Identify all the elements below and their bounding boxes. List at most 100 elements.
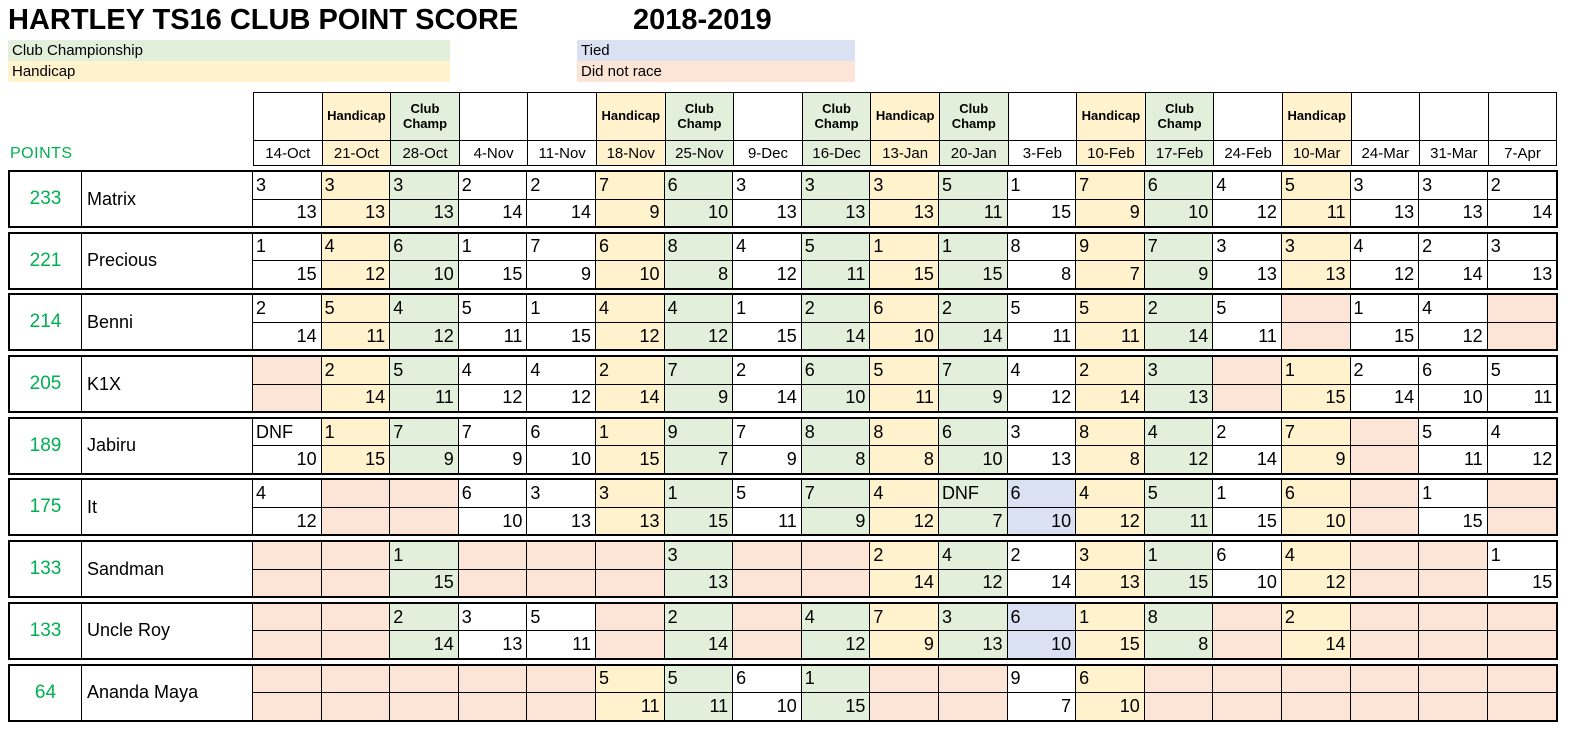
result-cell[interactable]: 1 15 [1419, 480, 1488, 535]
race-type-header[interactable] [528, 93, 597, 141]
result-cell[interactable]: 1 15 [527, 295, 596, 350]
result-cell[interactable]: 5 11 [1419, 418, 1488, 473]
result-cell[interactable] [1350, 542, 1420, 597]
result-cell[interactable]: 6 10 [1076, 665, 1145, 720]
result-cell[interactable]: 4 12 [1144, 418, 1214, 473]
race-type-header[interactable]: Club Champ [391, 93, 460, 141]
boat-name[interactable]: Jabiru [82, 418, 253, 473]
result-cell[interactable]: 2 14 [1350, 357, 1420, 412]
result-cell[interactable]: 1 15 [664, 480, 734, 535]
result-cell[interactable]: 5 11 [321, 295, 391, 350]
result-cell[interactable]: 4 12 [733, 233, 802, 288]
race-type-header[interactable] [459, 93, 529, 141]
result-cell[interactable] [1350, 480, 1420, 535]
result-cell[interactable]: 1 15 [390, 542, 459, 597]
result-cell[interactable]: 3 13 [1419, 172, 1488, 226]
race-date-header[interactable]: 11-Nov [528, 141, 597, 166]
boat-points[interactable]: 221 [10, 233, 82, 288]
result-cell[interactable]: 2 14 [321, 357, 391, 412]
race-type-header[interactable] [1420, 93, 1489, 141]
result-cell[interactable]: 4 12 [458, 357, 528, 412]
race-type-header[interactable] [1351, 93, 1421, 141]
result-cell[interactable]: 4 12 [390, 295, 459, 350]
result-cell[interactable]: 4 12 [1213, 172, 1282, 226]
boat-name[interactable]: It [82, 480, 253, 535]
result-cell[interactable] [1419, 665, 1488, 720]
result-cell[interactable]: 5 11 [1487, 357, 1557, 412]
result-cell[interactable] [938, 665, 1008, 720]
boat-points[interactable]: 175 [10, 480, 82, 535]
result-cell[interactable]: 3 13 [1007, 418, 1077, 473]
race-type-header[interactable]: Club Champ [939, 93, 1009, 141]
result-cell[interactable]: 3 13 [1076, 542, 1145, 597]
race-date-header[interactable]: 25-Nov [665, 141, 735, 166]
race-date-header[interactable]: 7-Apr [1488, 141, 1558, 166]
result-cell[interactable]: 4 12 [1487, 418, 1557, 473]
result-cell[interactable]: 4 12 [870, 480, 939, 535]
race-date-header[interactable]: 31-Mar [1420, 141, 1489, 166]
result-cell[interactable] [321, 542, 391, 597]
result-cell[interactable] [595, 603, 665, 658]
result-cell[interactable]: 1 15 [1076, 603, 1145, 658]
result-cell[interactable]: 6 10 [1007, 603, 1077, 658]
result-cell[interactable]: 6 10 [870, 295, 939, 350]
boat-name[interactable]: Matrix [82, 172, 253, 226]
result-cell[interactable]: 3 13 [595, 480, 665, 535]
boat-points[interactable]: 64 [10, 665, 82, 720]
result-cell[interactable] [1213, 603, 1282, 658]
boat-name[interactable]: K1X [82, 357, 253, 412]
result-cell[interactable]: 2 14 [390, 603, 459, 658]
result-cell[interactable]: 4 12 [595, 295, 665, 350]
boat-name[interactable]: Benni [82, 295, 253, 350]
boat-name[interactable]: Ananda Maya [82, 665, 253, 720]
race-type-header[interactable] [254, 93, 323, 141]
result-cell[interactable] [390, 665, 459, 720]
race-date-header[interactable]: 13-Jan [871, 141, 940, 166]
result-cell[interactable] [1419, 542, 1488, 597]
result-cell[interactable] [390, 480, 459, 535]
result-cell[interactable]: 6 10 [733, 665, 802, 720]
result-cell[interactable]: 4 12 [1419, 295, 1488, 350]
result-cell[interactable]: 3 13 [664, 542, 734, 597]
race-type-header[interactable]: Club Champ [665, 93, 735, 141]
race-date-header[interactable]: 16-Dec [802, 141, 872, 166]
result-cell[interactable]: 6 10 [664, 172, 734, 226]
result-cell[interactable]: 2 14 [527, 172, 596, 226]
result-cell[interactable]: 3 13 [870, 172, 939, 226]
result-cell[interactable] [733, 542, 802, 597]
result-cell[interactable]: 2 14 [1213, 418, 1282, 473]
result-cell[interactable] [253, 357, 322, 412]
race-date-header[interactable]: 24-Feb [1214, 141, 1283, 166]
result-cell[interactable]: 5 11 [390, 357, 459, 412]
result-cell[interactable]: 1 15 [1350, 295, 1420, 350]
result-cell[interactable]: 3 13 [321, 172, 391, 226]
result-cell[interactable] [321, 603, 391, 658]
result-cell[interactable]: 2 14 [664, 603, 734, 658]
result-cell[interactable]: 1 15 [733, 295, 802, 350]
result-cell[interactable]: 2 14 [595, 357, 665, 412]
result-cell[interactable] [1419, 603, 1488, 658]
result-cell[interactable]: 3 13 [1487, 233, 1557, 288]
race-type-header[interactable]: Handicap [1282, 93, 1352, 141]
result-cell[interactable]: 4 12 [938, 542, 1008, 597]
race-type-header[interactable] [734, 93, 803, 141]
result-cell[interactable] [1350, 603, 1420, 658]
result-cell[interactable]: 5 11 [938, 172, 1008, 226]
result-cell[interactable]: 3 13 [733, 172, 802, 226]
result-cell[interactable] [527, 542, 596, 597]
result-cell[interactable]: 5 11 [870, 357, 939, 412]
result-cell[interactable]: 3 13 [1350, 172, 1420, 226]
result-cell[interactable]: 5 11 [1281, 172, 1351, 226]
result-cell[interactable]: 1 15 [1281, 357, 1351, 412]
race-type-header[interactable]: Club Champ [802, 93, 872, 141]
race-date-header[interactable]: 10-Feb [1077, 141, 1146, 166]
